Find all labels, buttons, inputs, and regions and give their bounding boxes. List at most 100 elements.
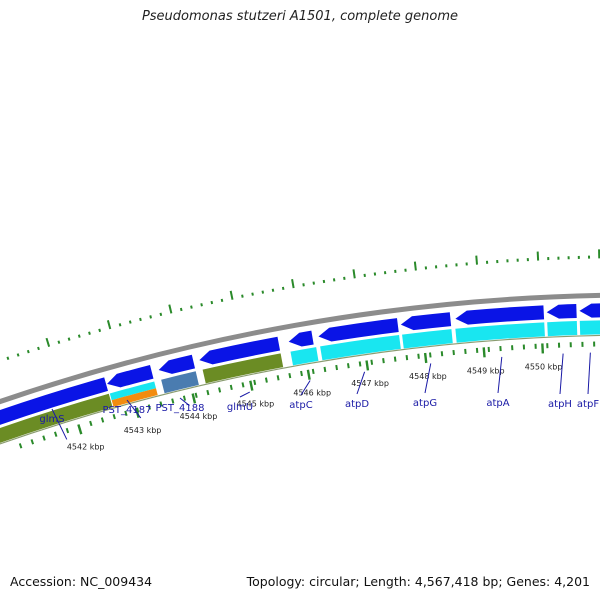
backbone-arc [0, 292, 600, 405]
scale-tick-label: 4542 kbp [67, 442, 105, 451]
gene-leader-line [179, 397, 190, 406]
gene-label: PST_4187 [103, 405, 152, 416]
minor-tick [65, 427, 70, 434]
scale-tick-label: 4547 kbp [351, 379, 389, 388]
scale-tick-label: 4550 kbp [525, 362, 563, 371]
gc-skew-bar [220, 298, 224, 303]
gc-skew-bar [200, 303, 203, 307]
feature-band [290, 347, 319, 366]
minor-tick [311, 368, 315, 375]
gc-skew-bar [168, 304, 173, 314]
band-shadow-arc [0, 334, 600, 445]
minor-tick [194, 392, 198, 398]
gene-label: atpD [345, 399, 369, 410]
minor-tick [53, 431, 58, 437]
scale-tick-label: 4545 kbp [236, 399, 274, 408]
minor-tick [147, 404, 151, 410]
minor-tick [370, 359, 374, 365]
minor-tick [42, 435, 46, 441]
gc-skew-bar [302, 283, 305, 287]
gc-skew-bar [190, 305, 193, 309]
gene-leader-line [356, 371, 366, 395]
gc-skew-bar [128, 320, 132, 324]
major-tick [77, 424, 83, 435]
gene-leader-line [126, 399, 142, 419]
scale-tick-label: 4543 kbp [124, 426, 162, 435]
feature-band [161, 371, 199, 394]
minor-tick [417, 353, 420, 359]
feature-band [579, 320, 600, 335]
gene-label: atpH [548, 399, 572, 410]
major-tick [191, 393, 197, 404]
gene-label: atpF [577, 399, 599, 410]
minor-tick [159, 401, 163, 407]
gc-skew-bar [271, 288, 275, 292]
minor-tick [276, 375, 280, 381]
cds-arrow [455, 305, 545, 325]
gene-leader-line [497, 356, 503, 394]
gc-skew-bar [118, 323, 122, 327]
accession-text: Accession: NC_009434 [10, 574, 153, 589]
minor-tick [171, 398, 175, 404]
cds-arrow [107, 365, 154, 388]
gene-label: atpC [289, 400, 312, 411]
gc-skew-bar [57, 340, 61, 344]
gene-leader-line [587, 352, 591, 395]
minor-tick [405, 355, 409, 361]
minor-tick [206, 389, 210, 396]
minor-tick [124, 410, 128, 417]
feature-band [320, 334, 401, 361]
scale-tick-label: 4549 kbp [467, 366, 505, 375]
scale-tick-label: 4544 kbp [180, 412, 218, 421]
minor-tick [382, 358, 385, 364]
gene-label-track: glmS PST_4187 PST_4188 glmU atpC atpD atpG atpA… [39, 352, 599, 440]
cds-arrow [0, 377, 108, 425]
gene-label: glmU [227, 402, 253, 413]
cds-arrow [158, 354, 196, 374]
feature-band [109, 381, 156, 401]
gc-skew-bar [45, 337, 51, 348]
feature-track [0, 303, 600, 445]
cds-arrow [400, 312, 452, 331]
gene-leader-line [239, 391, 250, 398]
gc-skew-bar [413, 261, 417, 271]
gc-skew-bar [210, 300, 214, 305]
gene-leader-line [51, 408, 68, 440]
gene-leader-line [424, 363, 432, 394]
gc-skew-bar [88, 331, 91, 335]
minor-tick [440, 351, 444, 357]
minor-tick [229, 384, 233, 391]
minor-tick [335, 364, 339, 371]
backbone-ring [0, 292, 600, 405]
minor-tick [358, 361, 362, 367]
map-title: Pseudomonas stutzeri A1501, complete gen… [141, 9, 459, 24]
minor-tick [218, 387, 222, 393]
minor-tick [323, 366, 327, 373]
minor-tick [241, 382, 245, 388]
major-tick [482, 347, 486, 358]
minor-tick [18, 443, 23, 449]
minor-tick [100, 417, 105, 423]
feature-band [402, 329, 453, 349]
gc-skew-bar [106, 320, 112, 330]
scale-track: 4542 kbp 4543 kbp 4544 kbp 4545 kbp 4546 kbp… [18, 341, 596, 451]
minor-tick [30, 439, 35, 445]
gene-label: PST_4188 [156, 403, 205, 414]
minor-tick [300, 370, 303, 377]
minor-tick [89, 420, 93, 427]
gc-skew-bar [261, 290, 265, 294]
gc-skew-bar [149, 315, 152, 319]
gc-skew-bar [291, 279, 295, 289]
gene-label: atpG [413, 398, 437, 409]
genome-summary-text: Topology: circular; Length: 4,567,418 bp… [246, 574, 590, 589]
cds-arrow [199, 336, 281, 365]
minor-tick [112, 413, 116, 420]
major-tick [423, 352, 428, 364]
minor-tick [429, 352, 432, 358]
cds-arrow [579, 303, 600, 318]
gene-label: atpA [486, 398, 509, 409]
gc-skew-bar [475, 255, 478, 265]
minor-tick [182, 395, 187, 401]
gc-skew-track [6, 249, 600, 361]
